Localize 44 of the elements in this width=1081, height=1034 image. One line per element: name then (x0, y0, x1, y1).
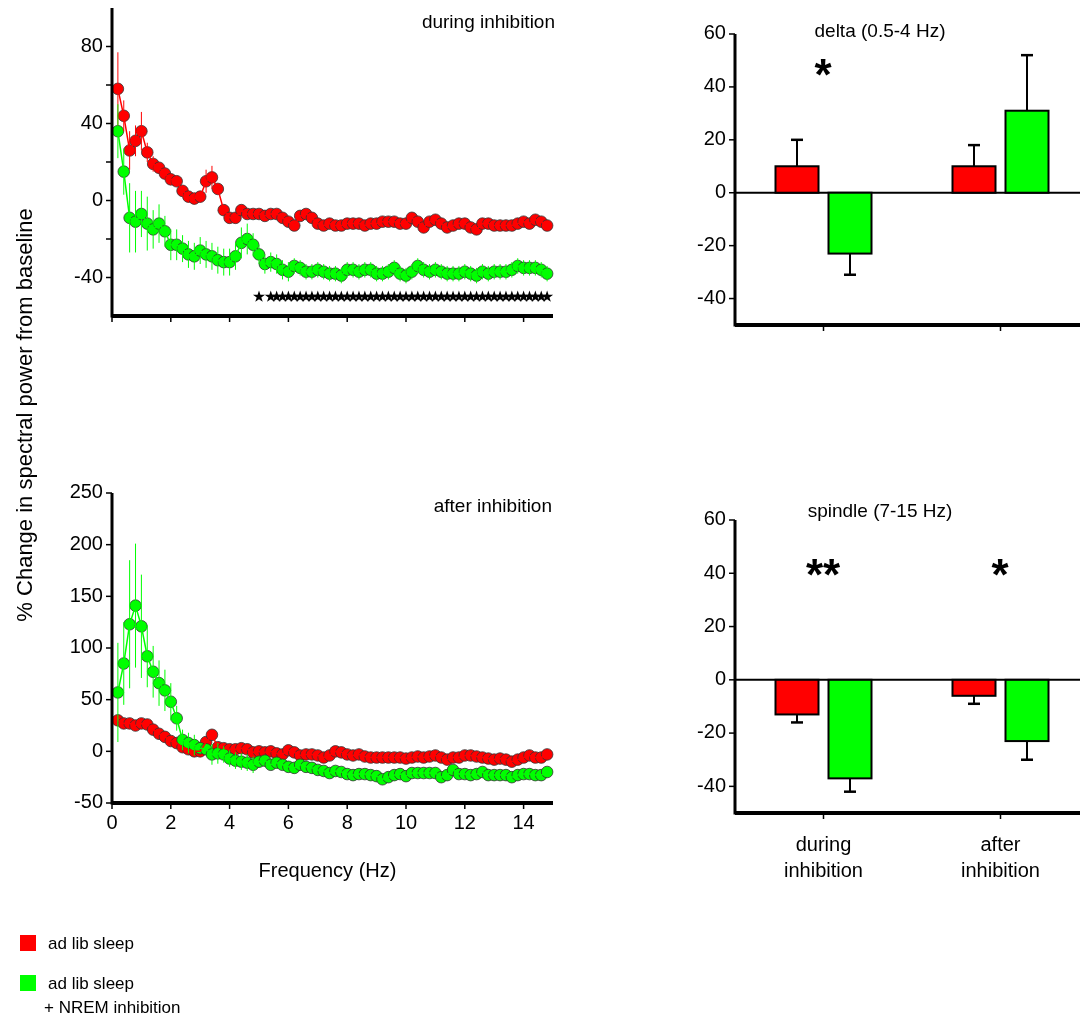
chart-title: spindle (7-15 Hz) (807, 500, 953, 521)
x-tick-label: during inhibition (784, 833, 863, 881)
x-tick-label: after inhibition (961, 833, 1040, 881)
y-tick-label: 250 (69, 480, 103, 503)
y-tick-label: 40 (80, 110, 103, 133)
y-tick-label: 40 (703, 74, 726, 97)
y-tick-label: -40 (697, 285, 726, 308)
annotation: * (991, 550, 1010, 599)
chart-title: during inhibition (421, 11, 555, 32)
x-tick-label: 4 (224, 811, 236, 833)
legend-label: ad lib sleep + NREM inhibition (44, 974, 181, 1017)
y-tick-label: 0 (714, 180, 726, 203)
y-tick-label: -20 (697, 232, 726, 255)
y-tick-label: -40 (74, 264, 103, 287)
y-tick-label: 100 (69, 635, 103, 658)
y-tick-label: 60 (703, 21, 726, 44)
y-tick-label: 60 (703, 507, 726, 530)
y-tick-label: 20 (703, 127, 726, 150)
chart-title: after inhibition (433, 495, 552, 516)
y-tick-label: 150 (69, 583, 103, 606)
x-tick-label: 0 (106, 811, 118, 833)
y-tick-label: 200 (69, 531, 103, 554)
annotation: * (814, 50, 833, 99)
x-axis-title: Frequency (Hz) (258, 859, 397, 881)
y-tick-label: -50 (74, 790, 103, 813)
x-tick-label: 10 (394, 811, 418, 833)
x-tick-label: 8 (341, 811, 353, 833)
x-tick-label: 12 (453, 811, 476, 833)
y-tick-label: 0 (714, 667, 726, 690)
y-axis-title: % Change in spectral power from baseline (12, 208, 37, 622)
y-tick-label: 0 (91, 738, 103, 761)
y-tick-label: 80 (80, 33, 103, 56)
y-tick-label: 0 (91, 187, 103, 210)
y-tick-label: -20 (697, 720, 726, 743)
x-tick-label: 2 (165, 811, 177, 833)
legend-label: ad lib sleep (48, 934, 135, 953)
y-tick-label: 50 (80, 686, 103, 709)
chart-title: delta (0.5-4 Hz) (814, 20, 946, 41)
annotation: ** (805, 550, 841, 599)
x-tick-label: 6 (282, 811, 294, 833)
y-tick-label: -40 (697, 773, 726, 796)
y-tick-label: 40 (703, 560, 726, 583)
x-tick-label: 14 (512, 811, 535, 833)
y-tick-label: 20 (703, 613, 726, 636)
